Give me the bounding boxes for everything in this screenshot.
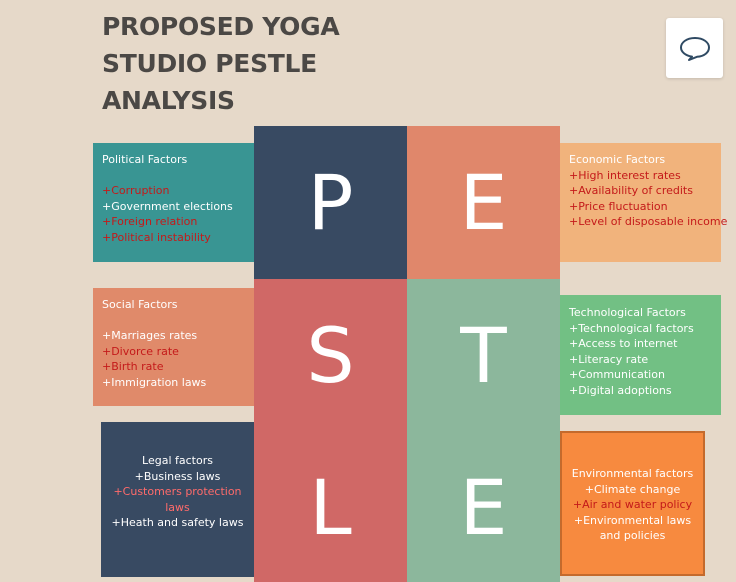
- environmental-factors-box: Environmental factors +Climate change +A…: [560, 431, 705, 576]
- political-factors-box: Political Factors +Corruption +Governmen…: [93, 143, 254, 262]
- legal-heading: Legal factors: [142, 454, 213, 467]
- comment-button[interactable]: [666, 18, 723, 78]
- economic-item: +Availability of credits: [569, 184, 693, 198]
- title-line-1: PROPOSED YOGA: [102, 12, 340, 41]
- technological-item: +Digital adoptions: [569, 383, 672, 397]
- page-title: PROPOSED YOGA STUDIO PESTLE ANALYSIS: [102, 8, 422, 119]
- social-item: +Divorce rate: [102, 344, 179, 358]
- political-item: +Political instability: [102, 230, 211, 244]
- legal-factors-box: Legal factors +Business laws +Customers …: [101, 422, 254, 577]
- letter-t: T: [460, 311, 507, 400]
- environmental-heading: Environmental factors: [571, 467, 694, 480]
- letter-p: P: [307, 158, 354, 247]
- political-item: +Government elections: [102, 199, 233, 213]
- technological-item: +Access to internet: [569, 337, 678, 351]
- political-item: +Corruption: [102, 184, 170, 198]
- legal-item: +Customers protection laws: [113, 485, 242, 514]
- letter-l: L: [309, 462, 352, 552]
- social-factors-box: Social Factors +Marriages rates +Divorce…: [93, 288, 254, 406]
- title-line-2: STUDIO PESTLE: [102, 49, 317, 78]
- letter-e-environmental-cell: E: [407, 432, 560, 582]
- letter-s-cell: S: [254, 279, 407, 432]
- technological-item: +Communication: [569, 368, 665, 382]
- economic-item: +High interest rates: [569, 168, 681, 182]
- letter-l-cell: L: [254, 432, 407, 582]
- economic-item: +Price fluctuation: [569, 199, 668, 213]
- technological-factors-box: Technological Factors +Technological fac…: [560, 295, 721, 415]
- technological-heading: Technological Factors: [569, 306, 686, 319]
- technological-item: +Literacy rate: [569, 352, 649, 366]
- social-heading: Social Factors: [102, 298, 178, 311]
- social-item: +Immigration laws: [102, 375, 207, 389]
- environmental-item: +Air and water policy: [572, 498, 693, 512]
- environmental-item: +Environmental laws and policies: [573, 513, 692, 543]
- letter-e-economic: E: [459, 158, 508, 247]
- letter-e-economic-cell: E: [407, 126, 560, 279]
- economic-heading: Economic Factors: [569, 153, 666, 166]
- social-item: +Birth rate: [102, 360, 164, 374]
- social-item: +Marriages rates: [102, 329, 198, 343]
- letter-p-cell: P: [254, 126, 407, 279]
- letter-e-environmental: E: [459, 462, 508, 552]
- title-line-3: ANALYSIS: [102, 86, 235, 115]
- environmental-item: +Climate change: [584, 482, 681, 496]
- legal-item: +Business laws: [134, 469, 221, 483]
- economic-factors-box: Economic Factors +High interest rates +A…: [560, 143, 728, 262]
- political-item: +Foreign relation: [102, 215, 198, 229]
- letter-s: S: [306, 311, 355, 400]
- legal-item: +Heath and safety laws: [111, 516, 244, 530]
- speech-bubble-icon: [679, 37, 710, 61]
- economic-item: +Level of disposable income: [569, 215, 728, 229]
- technological-item: +Technological factors: [569, 321, 694, 335]
- political-heading: Political Factors: [102, 153, 188, 166]
- letter-t-cell: T: [407, 279, 560, 432]
